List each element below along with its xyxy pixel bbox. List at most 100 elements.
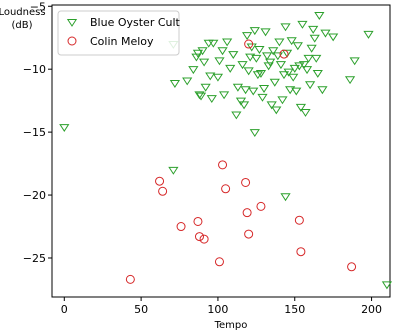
plot-frame — [51, 4, 391, 298]
data-point — [255, 69, 267, 78]
data-point — [266, 101, 277, 110]
data-point — [363, 30, 374, 39]
x-tick-label: 50 — [134, 303, 148, 316]
data-point — [306, 44, 317, 53]
data-point — [328, 33, 339, 42]
data-point — [169, 80, 181, 88]
data-point — [240, 86, 251, 95]
data-point — [279, 49, 289, 59]
y-tick-label: −15 — [23, 126, 46, 139]
data-point — [280, 23, 291, 32]
data-point — [235, 97, 247, 106]
data-point — [286, 37, 297, 46]
data-point — [285, 86, 296, 95]
data-point — [243, 67, 254, 76]
legend-marker — [66, 18, 78, 27]
data-point — [218, 160, 228, 170]
data-point — [312, 69, 323, 78]
data-point — [317, 86, 328, 95]
data-point — [242, 32, 253, 41]
data-point — [182, 77, 193, 86]
data-point — [320, 29, 331, 38]
data-point — [241, 177, 251, 187]
y-tick-label: −25 — [23, 252, 46, 265]
data-point — [256, 201, 266, 211]
data-point — [349, 57, 360, 66]
data-point — [225, 64, 236, 73]
data-point — [303, 54, 314, 63]
data-point — [199, 234, 209, 244]
data-point — [294, 215, 304, 225]
data-point — [205, 72, 216, 81]
data-point — [291, 87, 302, 96]
data-point — [296, 247, 306, 257]
data-point — [194, 91, 205, 100]
series-blue-oyster-cult — [59, 12, 393, 290]
data-point — [246, 43, 257, 52]
data-point — [237, 61, 248, 70]
data-point — [277, 96, 288, 105]
data-point — [212, 73, 224, 82]
data-point — [200, 83, 211, 92]
data-point — [238, 101, 250, 110]
x-tick-label: 150 — [284, 303, 305, 316]
data-point — [249, 27, 260, 36]
legend-label: Blue Oyster Cult — [90, 16, 181, 29]
data-point — [214, 57, 225, 66]
data-point — [245, 53, 256, 62]
data-point — [314, 12, 325, 20]
data-point — [244, 229, 254, 239]
data-point — [271, 106, 282, 115]
data-point — [206, 95, 217, 104]
data-point — [272, 52, 283, 61]
data-point — [217, 47, 228, 56]
data-point — [261, 52, 273, 61]
data-point — [249, 129, 260, 138]
data-point — [260, 28, 271, 37]
data-point — [347, 262, 357, 272]
data-point — [231, 111, 242, 120]
x-tick-label: 100 — [207, 303, 228, 316]
y-tick-label: −5 — [30, 0, 46, 13]
data-point — [158, 186, 168, 196]
data-point — [280, 193, 291, 202]
data-point — [283, 68, 294, 77]
data-point — [281, 49, 293, 58]
data-point — [193, 216, 203, 226]
data-point — [248, 87, 259, 96]
data-point — [301, 66, 313, 75]
data-point — [257, 93, 268, 102]
data-point — [304, 81, 316, 90]
data-point — [265, 58, 276, 67]
legend: Blue Oyster Cult Colin Meloy — [57, 10, 181, 56]
data-point — [195, 92, 207, 101]
data-point — [297, 20, 308, 29]
data-point — [269, 78, 280, 87]
data-point — [289, 64, 300, 73]
data-point — [218, 91, 230, 100]
data-point — [309, 34, 320, 43]
y-tick-label: −20 — [23, 189, 46, 202]
data-point — [244, 39, 254, 49]
x-axis-label: Tempo — [214, 320, 248, 331]
data-point — [298, 61, 310, 70]
data-point — [274, 38, 285, 47]
data-point — [214, 257, 224, 267]
data-point — [194, 232, 204, 242]
data-point — [232, 83, 244, 92]
data-point — [294, 62, 305, 71]
data-point — [308, 25, 319, 34]
data-point — [192, 49, 204, 58]
data-point — [292, 42, 303, 51]
data-point — [198, 58, 210, 67]
series-colin-meloy — [125, 39, 357, 284]
legend-label: Colin Meloy — [90, 35, 154, 48]
data-point — [59, 124, 70, 132]
data-point — [125, 274, 135, 284]
x-tick-label: 200 — [361, 303, 382, 316]
x-tick-label: 0 — [61, 303, 68, 316]
y-axis-label-line2: (dB) — [11, 20, 32, 31]
data-point — [188, 66, 199, 75]
data-point — [381, 281, 393, 290]
